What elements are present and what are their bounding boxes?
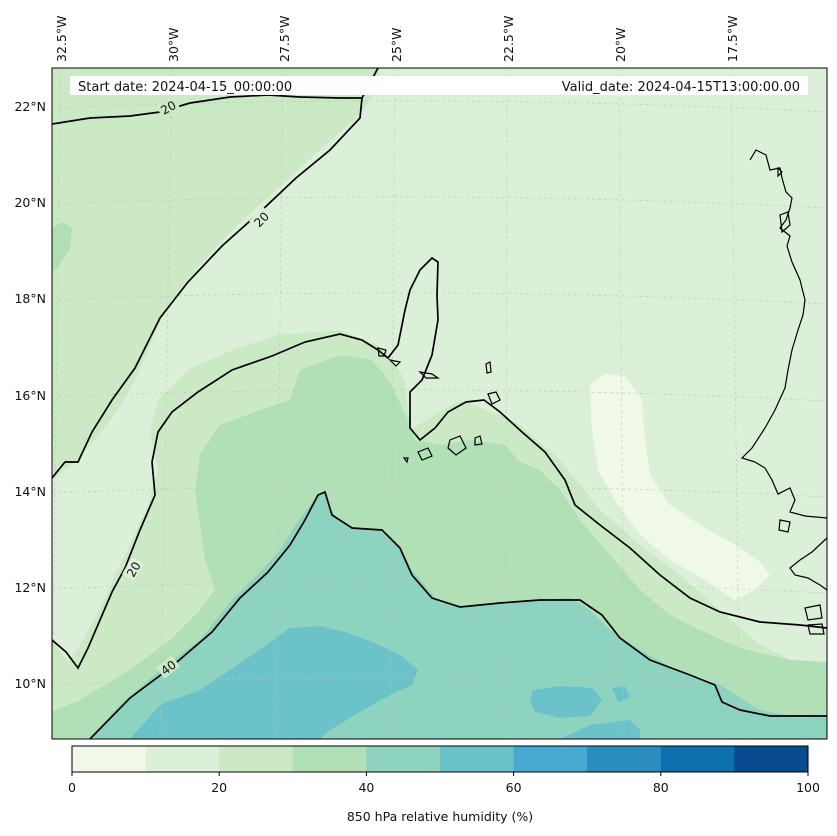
coastlines <box>377 149 827 635</box>
lon-label: 25°W <box>389 27 404 62</box>
colorbar-label: 850 hPa relative humidity (%) <box>347 809 533 824</box>
valid-date: Valid_date: 2024-04-15T13:00:00.00 <box>562 80 800 95</box>
colorbar-tick-label: 0 <box>68 780 76 795</box>
colorbar-segment <box>734 746 809 772</box>
lat-label: 10°N <box>14 676 46 691</box>
parallel-line <box>52 292 827 305</box>
longitude-labels: 32.5°W 30°W 27.5°W 25°W 22.5°W 20°W 17.5… <box>54 16 740 62</box>
colorbar: 0 20 40 60 80 100 <box>68 745 820 795</box>
colorbar-tick-label: 100 <box>796 780 820 795</box>
island <box>807 623 825 635</box>
rh-20-30-northwest <box>52 68 380 480</box>
island <box>418 371 440 379</box>
lat-label: 22°N <box>14 99 46 114</box>
island <box>417 447 433 461</box>
island <box>487 391 501 405</box>
contour-label-bg <box>155 655 181 679</box>
colorbar-segment <box>219 746 294 772</box>
meridian-line <box>618 68 625 739</box>
colorbar-segment <box>366 746 441 772</box>
latitude-labels: 22°N 20°N 18°N 16°N 14°N 12°N 10°N <box>14 99 46 691</box>
lon-label: 32.5°W <box>54 16 69 62</box>
colorbar-frame <box>71 745 809 773</box>
rh-50-60-region <box>130 626 418 739</box>
lat-label: 20°N <box>14 195 46 210</box>
island <box>804 604 823 621</box>
lat-label: 14°N <box>14 484 46 499</box>
island <box>388 359 402 367</box>
lat-label: 12°N <box>14 580 46 595</box>
lon-label: 22.5°W <box>501 16 516 62</box>
meridian-line <box>505 68 508 739</box>
colorbar-segment <box>72 746 147 772</box>
contour-label: 20 <box>158 98 178 118</box>
parallel-line <box>52 389 827 402</box>
contour-labels: 20 20 20 40 <box>121 95 274 679</box>
rh-50-60-patch-small <box>612 686 630 702</box>
parallel-line <box>52 581 827 594</box>
contour-40 <box>89 490 827 739</box>
lon-label: 30°W <box>166 27 181 62</box>
africa-coastline <box>740 149 827 519</box>
island <box>474 435 483 446</box>
colorbar-tick-label: 60 <box>506 780 522 795</box>
lon-label: 17.5°W <box>725 16 740 62</box>
date-header-box <box>70 76 808 95</box>
parallel-line <box>52 677 827 690</box>
colorbar-segment <box>292 746 367 772</box>
colorbar-tick-label: 40 <box>358 780 374 795</box>
contour-20-north-tail <box>52 97 363 479</box>
island <box>402 457 409 464</box>
rh-0-10-region <box>590 374 770 600</box>
colorbar-tick-label: 20 <box>211 780 227 795</box>
rh-30-40-patch <box>52 222 72 272</box>
start-date: Start date: 2024-04-15_00:00:00 <box>78 80 292 95</box>
rh-50-60-patch-south <box>560 720 640 739</box>
map-field <box>52 68 827 739</box>
meridian-line <box>730 68 741 739</box>
contour-20-central <box>52 256 827 670</box>
meridian-line <box>274 68 284 739</box>
colorbar-segment <box>145 746 220 772</box>
map-frame <box>51 67 828 740</box>
meridian-line <box>52 68 61 739</box>
contour-label: 20 <box>124 559 144 579</box>
colorbar-segment <box>513 746 588 772</box>
island <box>485 361 492 374</box>
island <box>377 347 387 357</box>
contours <box>52 68 827 739</box>
meridian-line <box>159 68 173 739</box>
contour-label-bg <box>121 556 145 582</box>
lat-label: 16°N <box>14 388 46 403</box>
africa-coastline-south <box>789 537 827 591</box>
contour-20-north <box>52 68 379 125</box>
colorbar-segment <box>440 746 515 772</box>
contour-label-bg <box>248 206 274 232</box>
island <box>779 211 791 234</box>
colorbar-segment <box>660 746 735 772</box>
lon-label: 27.5°W <box>277 16 292 62</box>
rh-50-60-patch <box>530 686 602 718</box>
island <box>778 519 791 533</box>
lat-label: 18°N <box>14 291 46 306</box>
contour-label-bg <box>155 95 181 119</box>
parallel-line <box>52 485 827 498</box>
island <box>447 435 467 456</box>
colorbar-segment <box>587 746 662 772</box>
colorbar-tick-label: 80 <box>653 780 669 795</box>
parallel-line <box>52 196 827 209</box>
lon-label: 20°W <box>613 27 628 62</box>
meridian-line <box>389 68 396 739</box>
island <box>777 166 783 178</box>
